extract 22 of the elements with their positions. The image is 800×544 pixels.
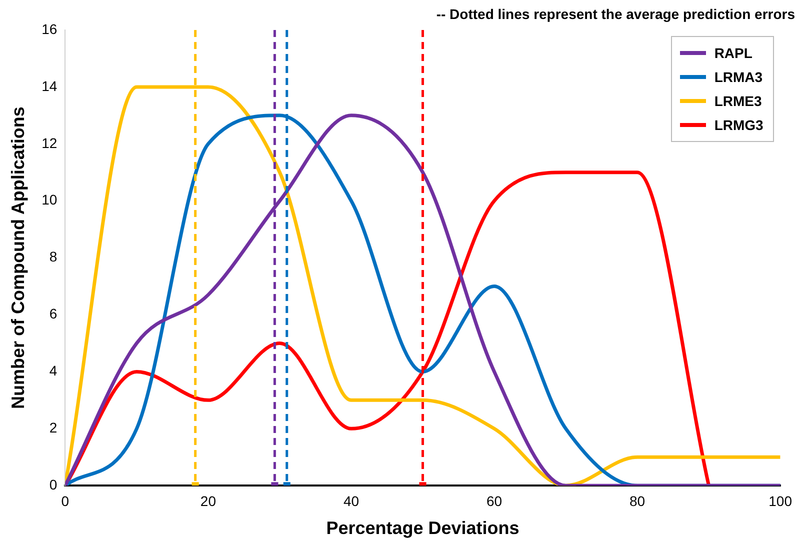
y-tick-label: 10 <box>42 192 58 208</box>
legend-label: LRME3 <box>714 93 762 109</box>
x-tick-label: 40 <box>343 492 360 509</box>
y-tick-label: 12 <box>42 134 58 151</box>
y-tick-label: 0 <box>49 476 58 492</box>
legend-label: RAPL <box>714 45 752 61</box>
x-tick-label: 100 <box>768 492 792 509</box>
x-tick-label: 80 <box>630 492 646 509</box>
text: -- Dotted lines represent the average prediction errors <box>435 6 795 22</box>
y-axis-title: Number of Compound Applications <box>8 106 28 409</box>
y-tick-label: 8 <box>49 248 58 265</box>
legend-label: LRMG3 <box>714 117 764 133</box>
x-axis-title: Percentage Deviations <box>326 518 520 538</box>
x-tick-label: 20 <box>200 492 216 509</box>
y-tick-label: 2 <box>49 420 58 436</box>
y-tick-label: 4 <box>49 362 58 379</box>
legend-label: LRMA3 <box>714 69 763 85</box>
x-tick-label: 60 <box>486 492 502 509</box>
y-tick-label: 16 <box>42 20 58 37</box>
y-tick-label: 14 <box>42 78 58 94</box>
x-tick-label: 0 <box>61 492 70 509</box>
y-tick-label: 6 <box>49 306 58 322</box>
